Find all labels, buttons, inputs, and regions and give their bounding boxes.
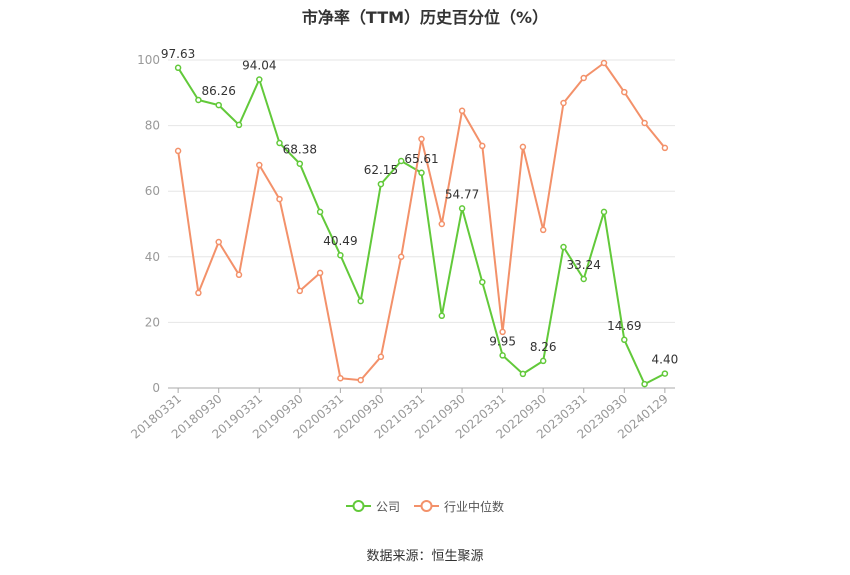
data-label: 62.15 [364,163,398,177]
series-1-point [276,195,283,203]
series-0-point [316,208,324,216]
chart-legend: 公司 行业中位数 [0,497,850,515]
series-1-point [560,99,567,107]
legend-item-industry-median[interactable]: 行业中位数 [414,497,504,515]
series-0-point [174,64,182,72]
series-0-point [519,370,527,378]
series-0-point [195,96,202,104]
series-1-point [357,376,364,384]
legend-label-company: 公司 [375,499,400,514]
series-0-point [438,312,446,320]
series-0-point [337,251,344,259]
series-0-point [479,278,486,286]
series-1-point [519,143,527,151]
legend-label-industry-median: 行业中位数 [444,499,505,514]
series-1-point [337,374,344,382]
data-label: 54.77 [445,187,479,201]
series-0-point [397,157,405,165]
data-label: 33.24 [567,258,601,272]
data-label: 8.26 [530,340,557,354]
data-label: 65.61 [404,152,438,166]
series-line-0 [177,67,666,386]
series-1-point [418,135,425,143]
series-0-point [377,180,385,188]
series-0-point [539,357,547,365]
y-tick-label: 40 [145,250,160,264]
series-0-point [560,243,567,251]
y-tick-label: 0 [152,381,160,395]
data-label: 97.63 [161,47,195,61]
legend-item-company[interactable]: 公司 [345,497,400,515]
data-label: 40.49 [323,234,357,248]
series-1-point [479,142,486,150]
series-1-point [621,88,628,96]
series-0-point [296,160,304,167]
data-label: 4.40 [652,353,679,367]
series-0-point [256,76,263,83]
series-1-point [438,220,446,228]
series-0-point [661,370,669,377]
data-label: 14.69 [607,319,641,333]
series-0-point [600,208,608,216]
series-1-point [296,287,304,295]
series-0-point [499,352,506,359]
series-0-point [215,101,222,109]
y-tick-label: 20 [145,315,160,329]
y-tick-label: 60 [145,184,160,198]
series-1-point [397,253,405,261]
series-1-point [458,107,466,115]
series-1-point [215,238,222,246]
series-0-point [641,380,648,388]
y-tick-label: 100 [137,53,160,67]
series-1-point [235,271,243,279]
series-0-point [621,336,628,344]
series-1-point [539,226,547,234]
series-0-point [580,275,587,283]
y-tick-label: 80 [145,119,160,133]
series-1-point [377,353,385,361]
series-0-point [235,121,243,129]
series-1-point [316,269,324,277]
data-label: 9.95 [489,334,516,348]
series-1-point [661,144,669,152]
chart-title: 市净率（TTM）历史百分位（%） [301,8,549,27]
series-line-1 [177,62,666,382]
series-0-point [276,139,283,147]
data-source-note: 数据来源：恒生聚源 [366,549,484,564]
series-0-point [357,297,364,305]
series-0-point [458,205,466,212]
data-label: 94.04 [242,59,276,73]
data-label: 86.26 [202,84,236,98]
line-chart: 0204060801002018033120180930201903312019… [128,47,679,442]
series-1-point [641,119,648,127]
legend-industry-line-circle-icon [414,500,439,512]
series-0-point [418,169,425,177]
series-1-point [174,147,182,155]
data-label: 68.38 [283,143,317,157]
legend-company-line-circle-icon [345,500,371,512]
series-1-point [600,59,608,67]
series-1-point [499,328,506,336]
series-1-point [256,161,263,169]
series-1-point [195,289,202,297]
series-1-point [580,74,587,82]
